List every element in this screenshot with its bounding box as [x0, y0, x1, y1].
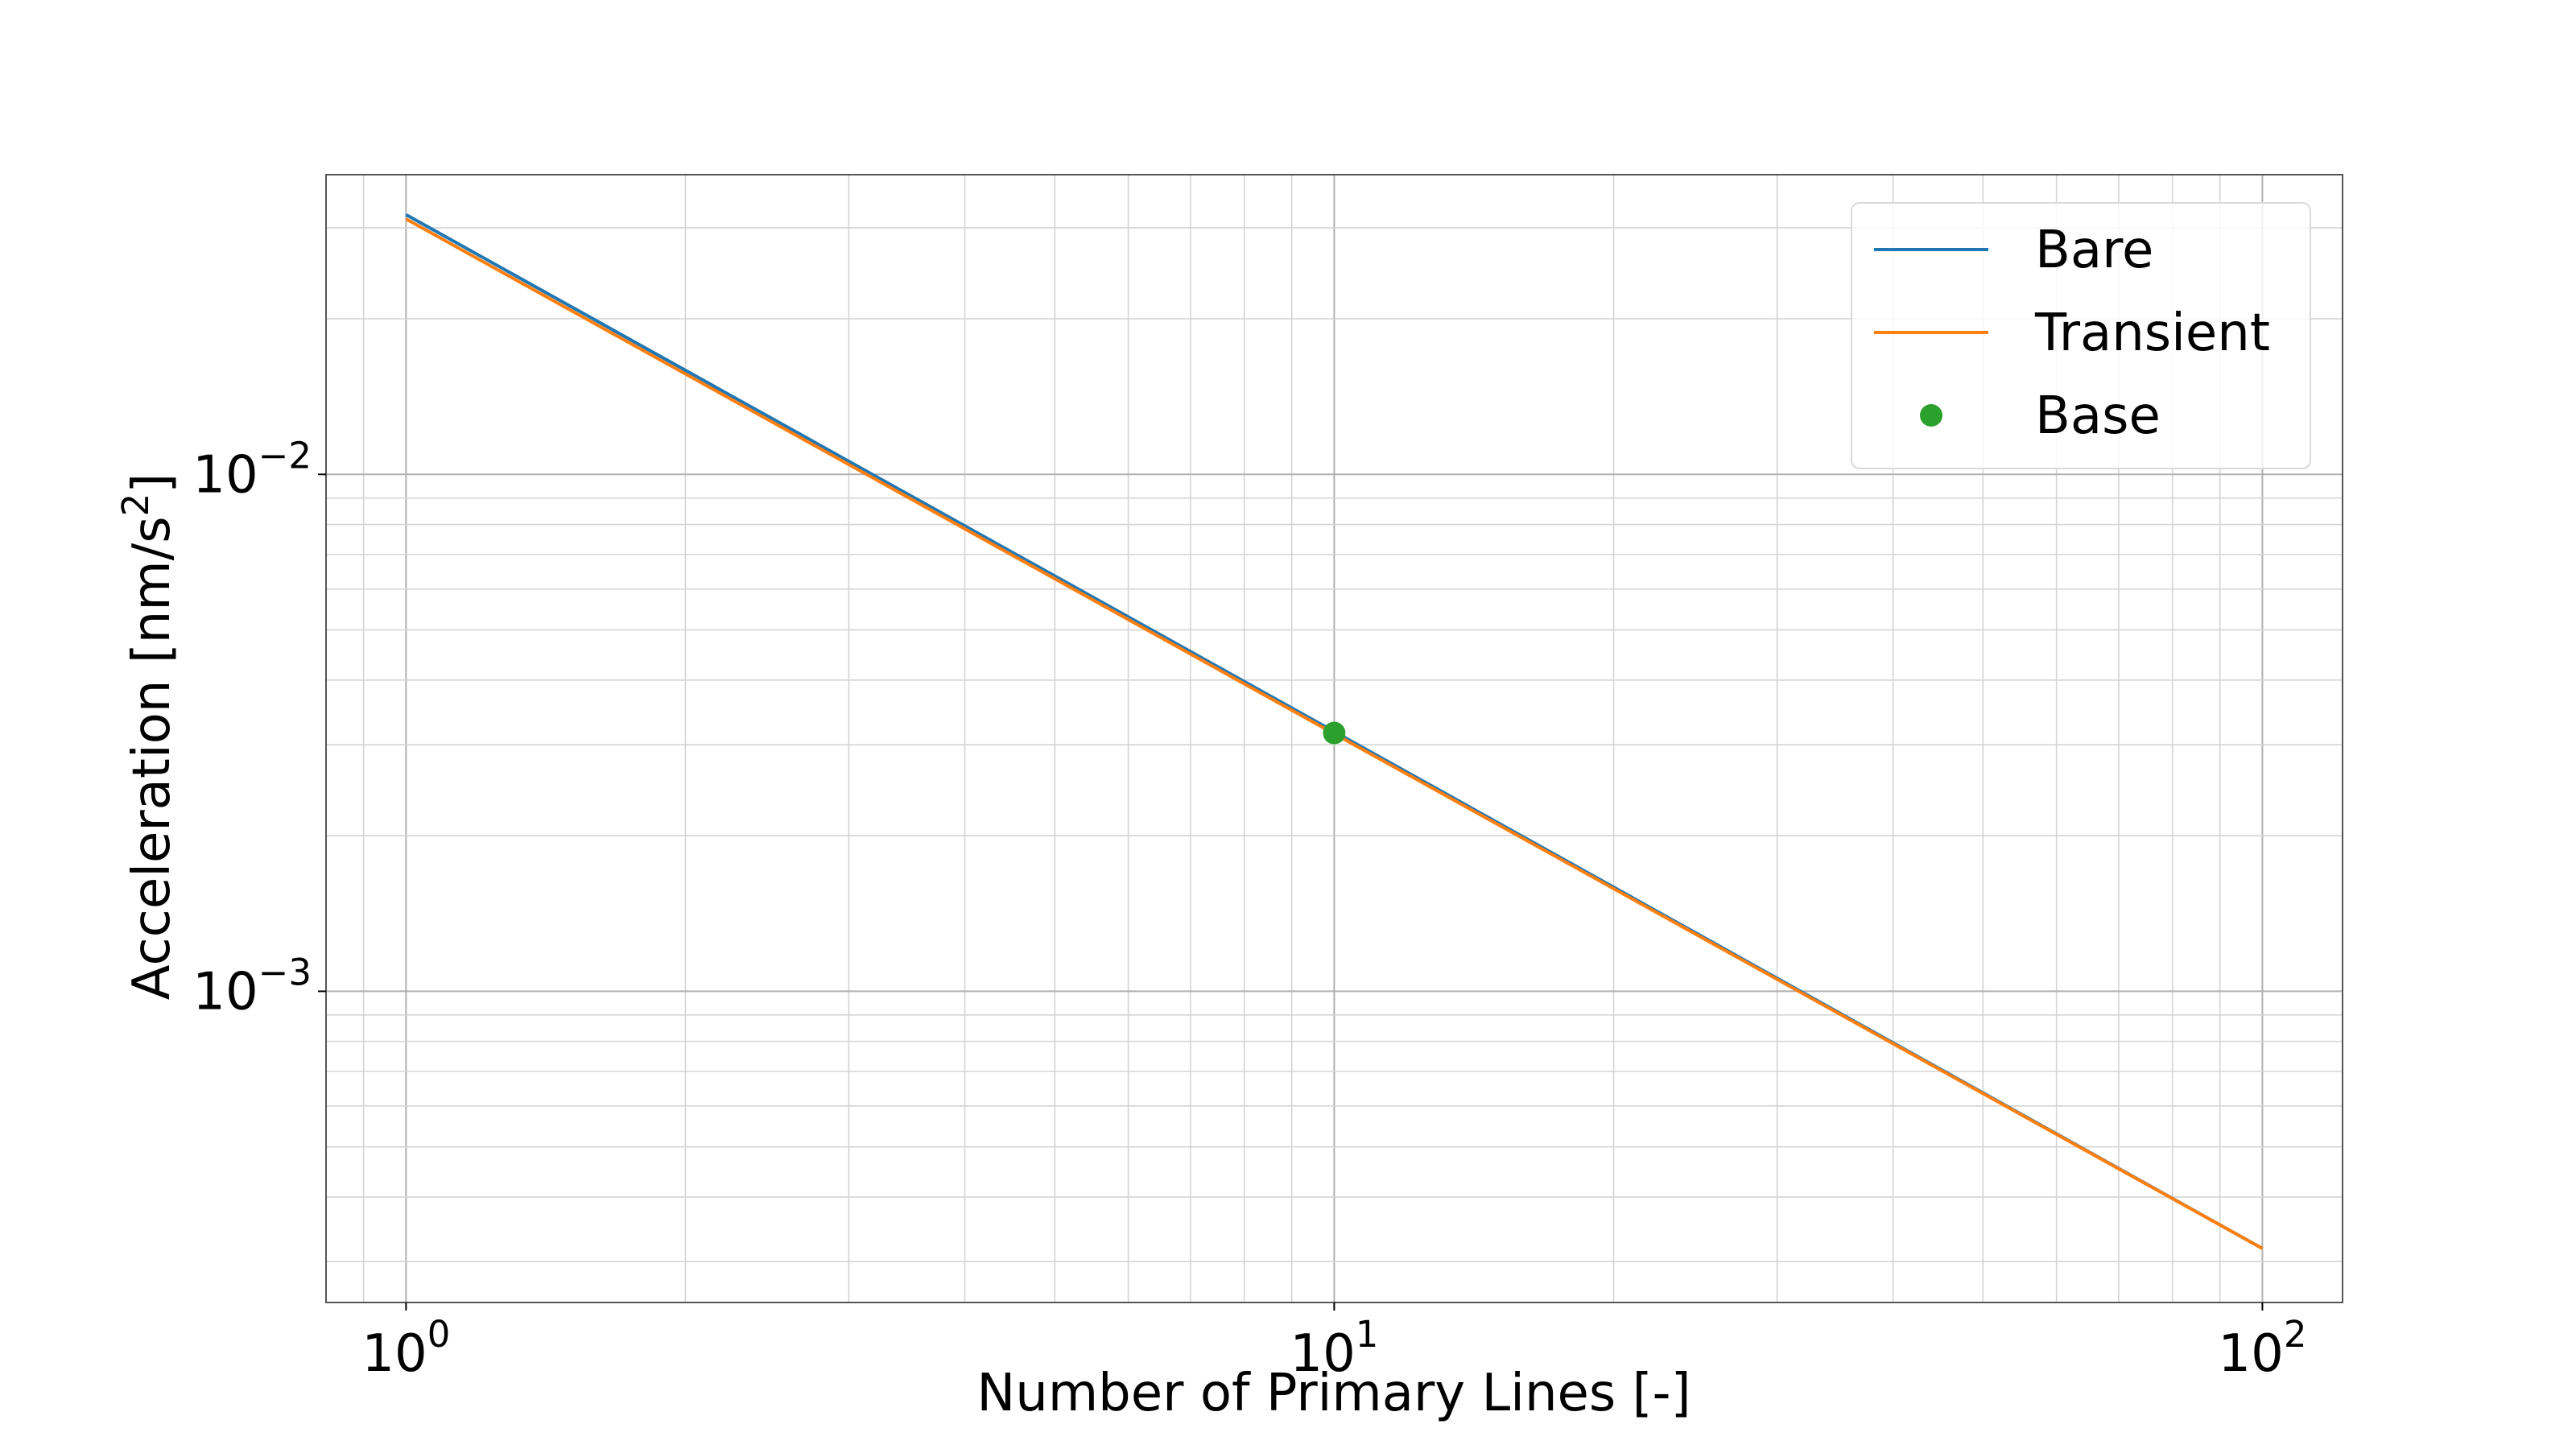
- legend-box: [1851, 202, 2311, 469]
- legend-label-transient: Transient: [2034, 303, 2270, 363]
- y-tick-label-exponent: −2: [258, 434, 312, 477]
- y-tick-label: 10−2: [192, 434, 312, 505]
- legend: Bare Transient Base: [1851, 202, 2311, 469]
- legend-label-bare: Bare: [2035, 221, 2153, 280]
- x-tick-label-exponent: 2: [2284, 1313, 2307, 1356]
- y-tick-label-exponent: −3: [258, 951, 312, 993]
- y-tick-label-base: 10: [192, 445, 258, 505]
- x-tick-label: 100: [361, 1313, 450, 1384]
- y-tick-label: 10−3: [192, 951, 312, 1022]
- series-marker-base: [1323, 721, 1346, 745]
- x-tick-label-exponent: 1: [1356, 1313, 1379, 1356]
- plot-series: [405, 213, 2264, 1250]
- grid: [326, 175, 2343, 1302]
- x-axis-label: Number of Primary Lines [-]: [976, 1364, 1690, 1423]
- y-axis-label-superscript: 2: [114, 493, 157, 517]
- y-axis-label-close: ]: [122, 473, 182, 493]
- y-axis-label: Acceleration [nm/s2]: [114, 473, 182, 1000]
- legend-label-base: Base: [2035, 386, 2161, 446]
- y-tick-label-base: 10: [192, 962, 258, 1022]
- legend-swatch-base: [1920, 404, 1942, 427]
- x-tick-label-base: 10: [2218, 1324, 2283, 1384]
- y-axis-label-text: Acceleration [nm/s: [122, 516, 182, 1000]
- x-tick-label: 101: [1290, 1313, 1378, 1384]
- x-tick-label: 102: [2218, 1313, 2306, 1384]
- x-tick-label-exponent: 0: [427, 1313, 451, 1356]
- x-tick-label-base: 10: [1290, 1324, 1355, 1384]
- x-tick-label-base: 10: [361, 1324, 427, 1384]
